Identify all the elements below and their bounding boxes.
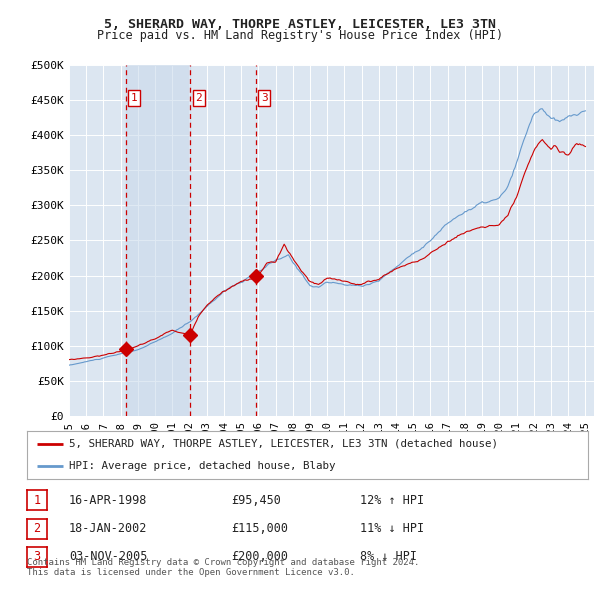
Text: 11% ↓ HPI: 11% ↓ HPI xyxy=(360,522,424,535)
Text: 5, SHERARD WAY, THORPE ASTLEY, LEICESTER, LE3 3TN: 5, SHERARD WAY, THORPE ASTLEY, LEICESTER… xyxy=(104,18,496,31)
Text: 1: 1 xyxy=(34,494,40,507)
Text: HPI: Average price, detached house, Blaby: HPI: Average price, detached house, Blab… xyxy=(69,461,335,471)
Text: 2: 2 xyxy=(196,93,202,103)
Text: 03-NOV-2005: 03-NOV-2005 xyxy=(69,550,148,563)
Text: 8% ↓ HPI: 8% ↓ HPI xyxy=(360,550,417,563)
Text: Contains HM Land Registry data © Crown copyright and database right 2024.
This d: Contains HM Land Registry data © Crown c… xyxy=(27,558,419,577)
Text: £200,000: £200,000 xyxy=(231,550,288,563)
Text: 1: 1 xyxy=(131,93,137,103)
Bar xyxy=(125,65,190,416)
Text: 12% ↑ HPI: 12% ↑ HPI xyxy=(360,494,424,507)
Text: 5, SHERARD WAY, THORPE ASTLEY, LEICESTER, LE3 3TN (detached house): 5, SHERARD WAY, THORPE ASTLEY, LEICESTER… xyxy=(69,439,498,449)
Text: 18-JAN-2002: 18-JAN-2002 xyxy=(69,522,148,535)
Text: £95,450: £95,450 xyxy=(231,494,281,507)
Text: 2: 2 xyxy=(34,522,40,535)
Text: Price paid vs. HM Land Registry's House Price Index (HPI): Price paid vs. HM Land Registry's House … xyxy=(97,30,503,42)
Text: 16-APR-1998: 16-APR-1998 xyxy=(69,494,148,507)
Text: £115,000: £115,000 xyxy=(231,522,288,535)
Text: 3: 3 xyxy=(34,550,40,563)
Text: 3: 3 xyxy=(261,93,268,103)
